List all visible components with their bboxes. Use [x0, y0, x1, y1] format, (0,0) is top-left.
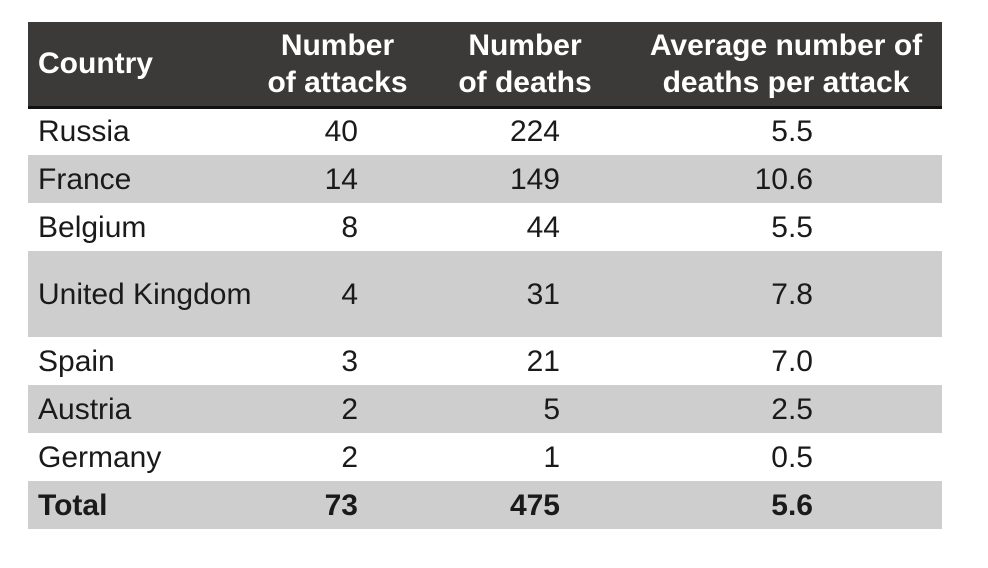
country-cell: Austria [38, 392, 132, 426]
total-deaths-cell: 475 [509, 488, 560, 522]
attacks-table-container: Country Number of attacks Number of deat… [28, 22, 942, 529]
attacks-cell: 2 [341, 392, 358, 426]
deaths-cell: 21 [526, 344, 560, 378]
total-attacks-cell: 73 [324, 488, 358, 522]
avg-deaths-cell: 10.6 [754, 162, 813, 196]
avg-deaths-cell: 5.5 [771, 115, 813, 149]
deaths-cell: 149 [509, 162, 560, 196]
table-row-total: Total 73 475 5.6 [28, 481, 942, 529]
attacks-cell: 4 [341, 277, 358, 311]
country-cell: France [38, 162, 132, 196]
attacks-cell: 3 [341, 344, 358, 378]
table-row-spain: Spain 3 21 7.0 [28, 337, 942, 385]
table-row-belgium: Belgium 8 44 5.5 [28, 203, 942, 251]
column-header-average: Average number of deaths per attack [630, 22, 942, 109]
avg-deaths-cell: 5.5 [771, 210, 813, 244]
deaths-cell: 31 [526, 277, 560, 311]
table-header-row: Country Number of attacks Number of deat… [28, 22, 942, 109]
table-row-austria: Austria 2 5 2.5 [28, 385, 942, 433]
table-row-france: France 14 149 10.6 [28, 155, 942, 203]
avg-deaths-cell: 7.0 [771, 344, 813, 378]
attacks-cell: 40 [324, 115, 358, 149]
country-cell: Spain [38, 344, 115, 378]
total-avg-deaths-cell: 5.6 [771, 488, 813, 522]
deaths-cell: 44 [526, 210, 560, 244]
table-row-russia: Russia 40 224 5.5 [28, 107, 942, 155]
total-label-cell: Total [38, 488, 108, 522]
country-cell: Belgium [38, 210, 147, 244]
table-row-united-kingdom: United Kingdom 4 31 7.8 [28, 251, 942, 337]
deaths-cell: 224 [509, 115, 560, 149]
data-table: Country Number of attacks Number of deat… [28, 22, 942, 529]
column-header-country-label: Country [38, 47, 153, 81]
country-cell: Germany [38, 440, 162, 474]
avg-deaths-cell: 0.5 [771, 440, 813, 474]
column-header-deaths: Number of deaths [420, 22, 630, 109]
avg-deaths-cell: 2.5 [771, 392, 813, 426]
column-header-country: Country [28, 22, 255, 109]
country-cell: United Kingdom [38, 277, 252, 311]
table-row-germany: Germany 2 1 0.5 [28, 433, 942, 481]
deaths-cell: 5 [543, 392, 560, 426]
column-header-attacks: Number of attacks [255, 22, 420, 109]
country-cell: Russia [38, 115, 130, 149]
deaths-cell: 1 [543, 440, 560, 474]
avg-deaths-cell: 7.8 [771, 277, 813, 311]
attacks-cell: 8 [341, 210, 358, 244]
attacks-cell: 14 [324, 162, 358, 196]
attacks-cell: 2 [341, 440, 358, 474]
